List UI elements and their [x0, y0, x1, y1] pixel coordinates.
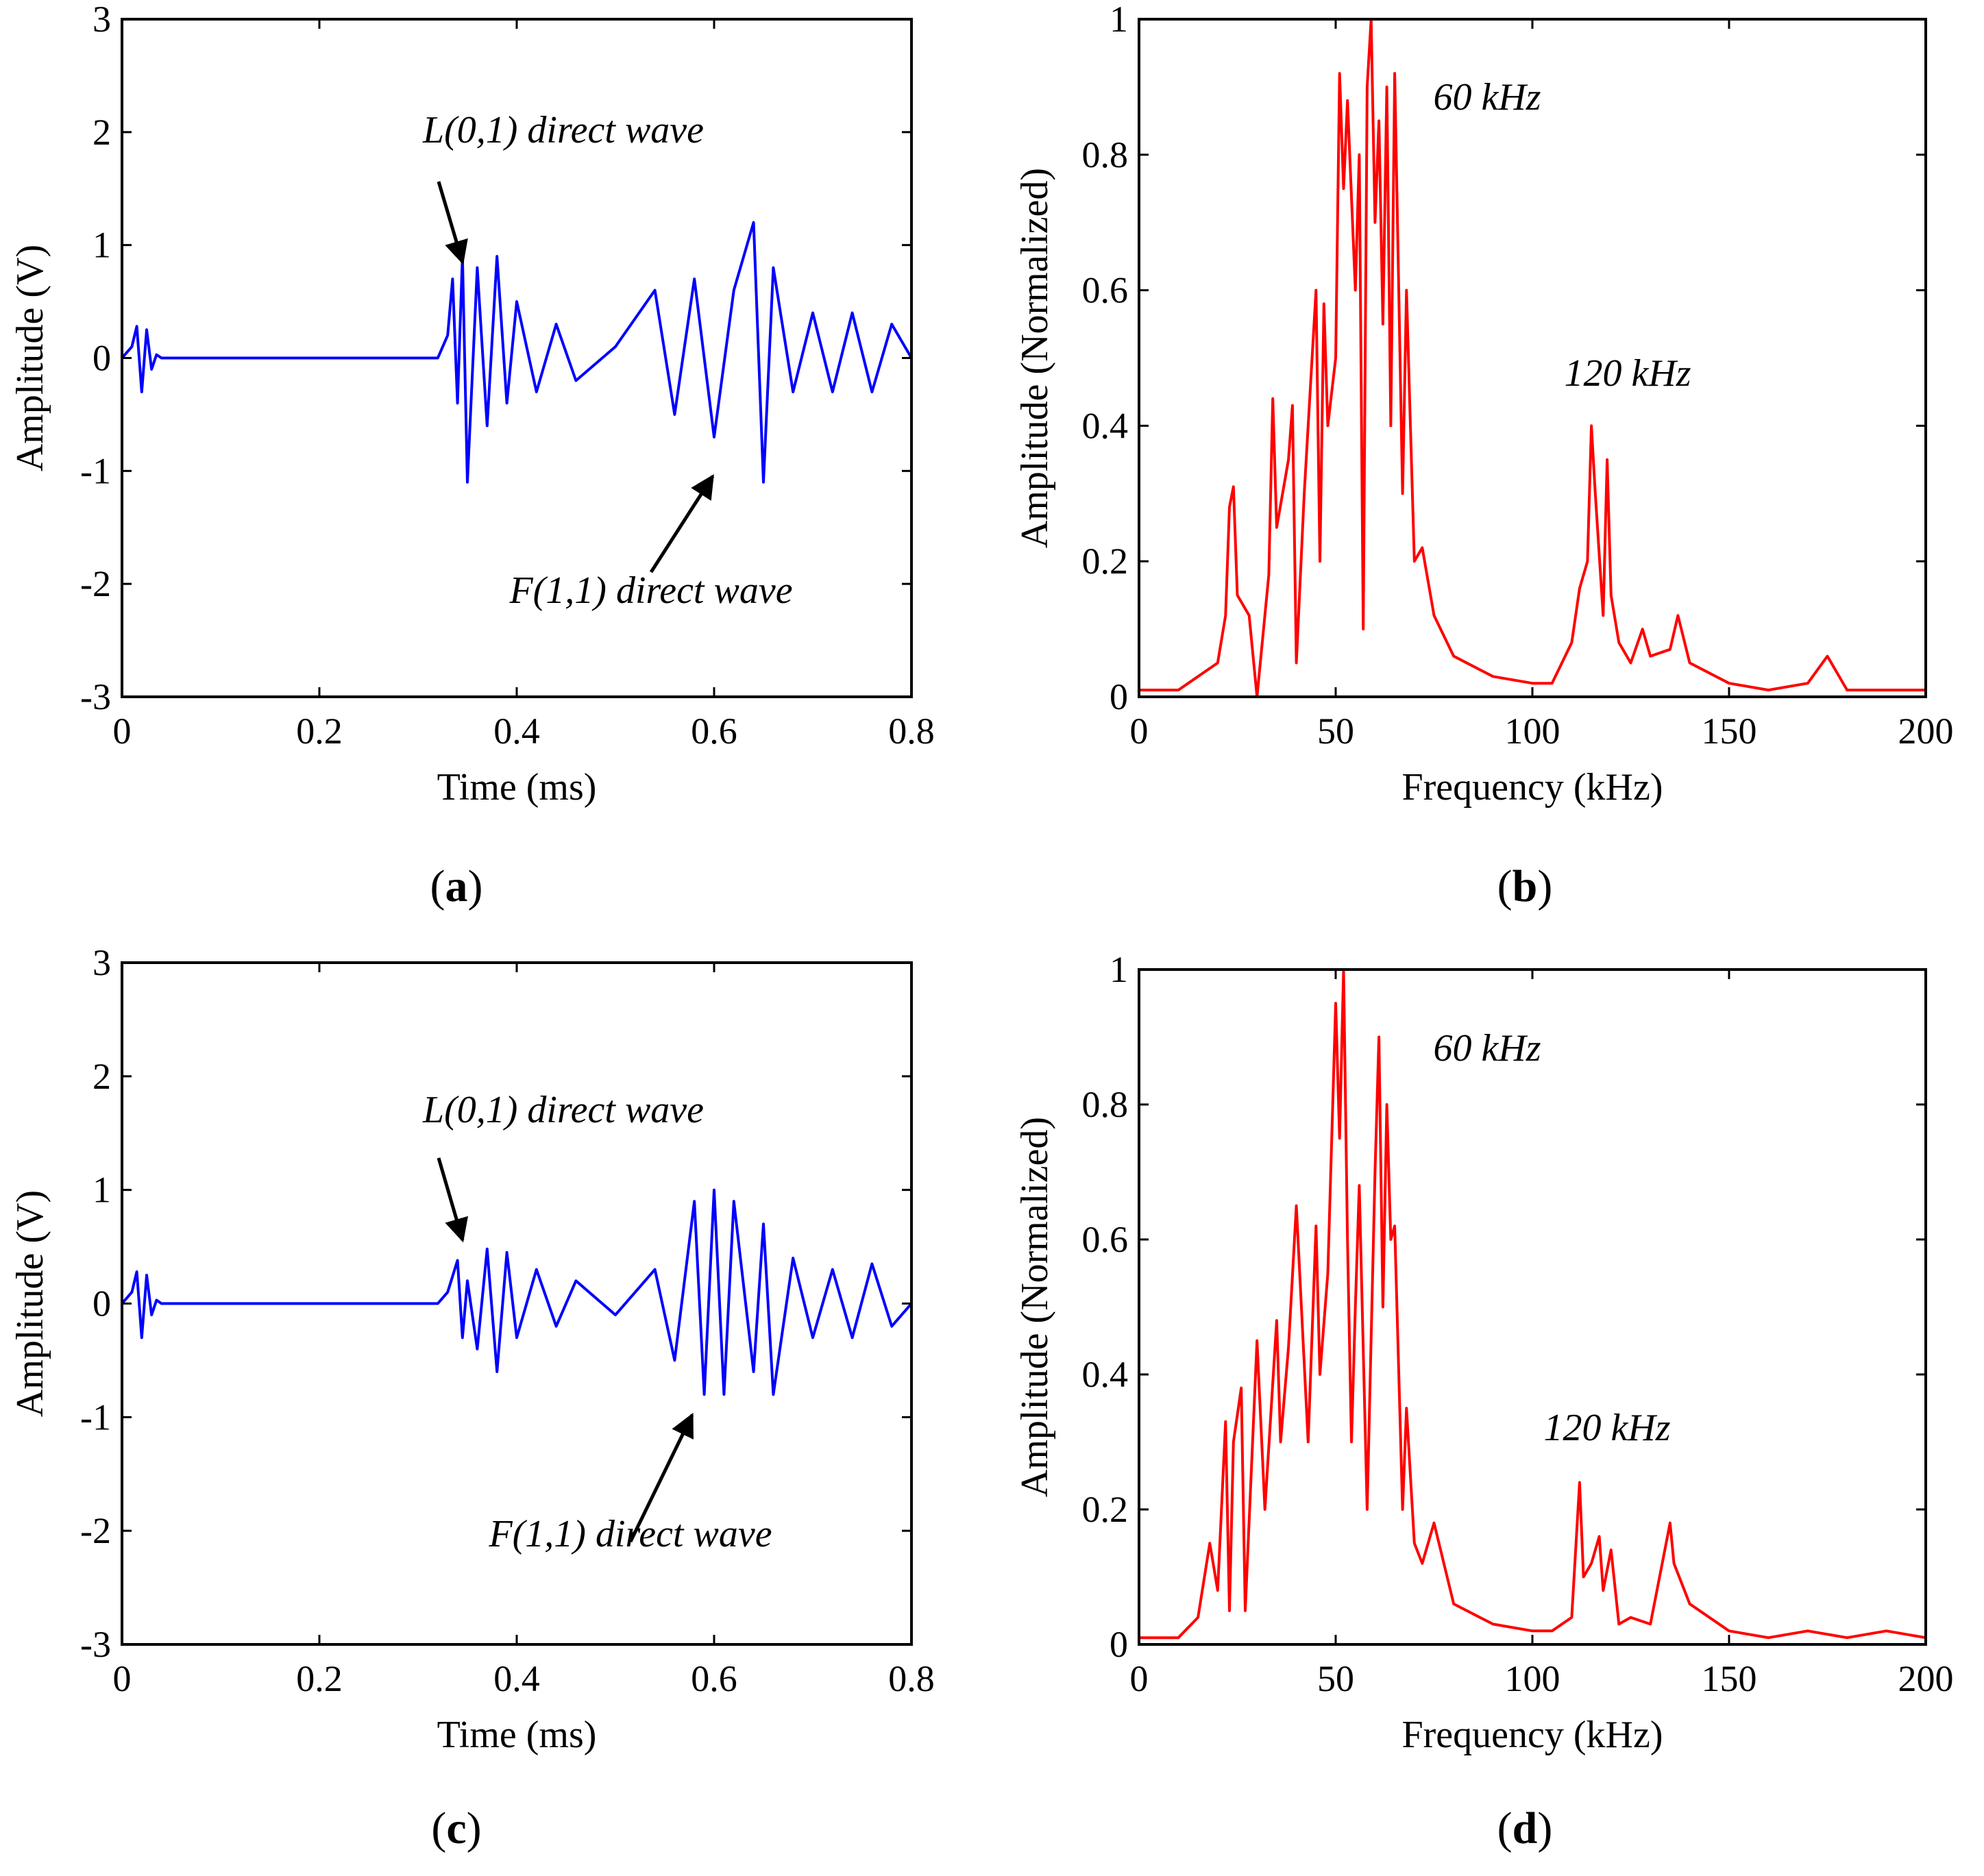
x-tick-label-c-1: 0.2 — [296, 1658, 343, 1699]
x-tick-label-b-4: 200 — [1898, 711, 1954, 752]
y-tick-label-c-3: 0 — [93, 1283, 111, 1324]
x-axis-label-b: Frequency (kHz) — [1402, 766, 1663, 809]
y-tick-label-a-4: 1 — [93, 225, 111, 266]
x-tick-label-a-0: 0 — [113, 711, 132, 752]
plot-frame-d — [1138, 968, 1927, 1646]
x-tick-label-c-3: 0.6 — [691, 1658, 737, 1699]
y-tick-label-c-5: 2 — [93, 1056, 111, 1097]
series-line-a-0 — [121, 221, 913, 484]
y-tick-label-a-1: -2 — [80, 563, 111, 604]
y-tick-label-c-6: 3 — [93, 942, 111, 983]
y-tick-label-c-2: -1 — [80, 1396, 111, 1437]
panel-b: 0 50 100 150 200 0 0.2 0.4 0.6 0.8 1 Frequency (kHz… — [1014, 0, 1954, 911]
y-tick-label-d-2: 0.4 — [1082, 1354, 1129, 1395]
x-tick-label-c-4: 0.8 — [888, 1658, 935, 1699]
series-line-d-0 — [1139, 968, 1926, 1640]
caption-letter: c — [446, 1803, 466, 1853]
x-tick-label-b-0: 0 — [1130, 711, 1149, 752]
y-axis-label-c: Amplitude (V) — [9, 1190, 51, 1417]
annotation-c-1: F(1,1) direct wave — [488, 1513, 772, 1555]
panel-d: 0 50 100 150 200 0 0.2 0.4 0.6 0.8 1 Frequency (kHz… — [1014, 949, 1954, 1853]
y-tick-label-b-1: 0.2 — [1082, 541, 1129, 582]
x-tick-label-a-1: 0.2 — [296, 711, 343, 752]
caption-a: (a) — [430, 861, 483, 911]
x-axis-label-c: Time (ms) — [437, 1714, 597, 1756]
y-tick-label-a-2: -1 — [80, 450, 111, 491]
caption-letter: d — [1513, 1803, 1538, 1853]
annotation-a-0: L(0,1) direct wave — [422, 109, 704, 151]
y-tick-label-b-0: 0 — [1110, 676, 1128, 717]
x-tick-label-c-0: 0 — [113, 1658, 132, 1699]
x-axis-label-a: Time (ms) — [437, 766, 597, 809]
caption-letter: a — [445, 861, 468, 911]
caption-close-paren: ) — [1537, 861, 1552, 911]
y-tick-label-d-3: 0.6 — [1082, 1219, 1129, 1260]
y-tick-label-b-4: 0.8 — [1082, 134, 1129, 175]
plot-frame-b — [1138, 18, 1927, 698]
caption-b: (b) — [1497, 861, 1553, 911]
panel-a: 0 0.2 0.4 0.6 0.8 -3 -2 -1 0 1 2 3 Time (ms) Amplitud… — [9, 0, 935, 911]
x-tick-label-d-3: 150 — [1702, 1658, 1757, 1699]
series-line-c-0 — [121, 1188, 913, 1396]
x-tick-label-b-2: 100 — [1505, 711, 1560, 752]
annotation-d-1: 120 kHz — [1543, 1407, 1670, 1449]
annotation-a-1: F(1,1) direct wave — [509, 569, 792, 612]
annotation-arrow-a-1 — [649, 474, 715, 573]
y-tick-label-a-3: 0 — [93, 338, 111, 379]
y-tick-label-b-3: 0.6 — [1082, 270, 1129, 311]
panel-c: 0 0.2 0.4 0.6 0.8 -3 -2 -1 0 1 2 3 Time (ms) Amplitud… — [9, 942, 935, 1853]
y-tick-label-d-0: 0 — [1110, 1624, 1128, 1665]
y-tick-label-c-0: -3 — [80, 1624, 111, 1665]
caption-open-paren: ( — [1497, 1803, 1513, 1853]
x-tick-label-a-3: 0.6 — [691, 711, 737, 752]
annotation-d-0: 60 kHz — [1433, 1027, 1541, 1070]
y-axis-label-a: Amplitude (V) — [9, 245, 51, 471]
x-tick-label-a-2: 0.4 — [493, 711, 540, 752]
caption-open-paren: ( — [431, 1803, 446, 1853]
annotation-c-0: L(0,1) direct wave — [422, 1089, 704, 1131]
annotation-arrow-c-1 — [628, 1412, 694, 1543]
annotation-arrow-c-0 — [437, 1157, 468, 1243]
x-tick-label-b-3: 150 — [1702, 711, 1757, 752]
annotation-b-0: 60 kHz — [1433, 76, 1541, 119]
caption-d: (d) — [1497, 1803, 1553, 1853]
x-tick-label-a-4: 0.8 — [888, 711, 935, 752]
y-axis-label-b: Amplitude (Normalized) — [1014, 168, 1056, 548]
y-tick-label-a-5: 2 — [93, 112, 111, 153]
caption-close-paren: ) — [1537, 1803, 1552, 1853]
x-tick-label-d-2: 100 — [1505, 1658, 1560, 1699]
caption-close-paren: ) — [467, 1803, 482, 1853]
y-tick-label-c-1: -2 — [80, 1510, 111, 1551]
y-axis-label-d: Amplitude (Normalized) — [1014, 1117, 1056, 1497]
y-tick-label-a-0: -3 — [80, 676, 111, 717]
x-tick-label-d-1: 50 — [1317, 1658, 1354, 1699]
annotation-b-1: 120 kHz — [1564, 352, 1691, 395]
series-line-b-0 — [1139, 18, 1926, 698]
y-tick-label-c-4: 1 — [93, 1170, 111, 1211]
x-tick-label-b-1: 50 — [1317, 711, 1354, 752]
caption-close-paren: ) — [468, 861, 483, 911]
y-tick-label-a-6: 3 — [93, 0, 111, 40]
caption-open-paren: ( — [1497, 861, 1513, 911]
y-tick-label-d-4: 0.8 — [1082, 1084, 1129, 1125]
annotation-arrow-a-0 — [437, 181, 468, 265]
caption-letter: b — [1513, 861, 1538, 911]
x-tick-label-c-2: 0.4 — [493, 1658, 540, 1699]
x-tick-label-d-0: 0 — [1130, 1658, 1149, 1699]
y-tick-label-b-5: 1 — [1110, 0, 1128, 40]
x-tick-label-d-4: 200 — [1898, 1658, 1954, 1699]
caption-open-paren: ( — [430, 861, 445, 911]
caption-c: (c) — [431, 1803, 481, 1853]
x-axis-label-d: Frequency (kHz) — [1402, 1714, 1663, 1756]
y-tick-label-d-1: 0.2 — [1082, 1489, 1129, 1530]
y-tick-label-d-5: 1 — [1110, 949, 1128, 990]
y-tick-label-b-2: 0.4 — [1082, 405, 1129, 446]
